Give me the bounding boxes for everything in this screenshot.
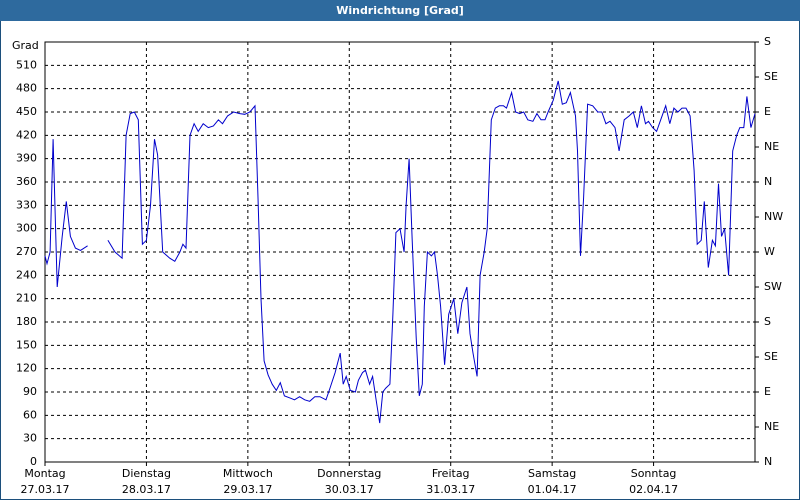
y-tick-label: 150 [16,338,37,351]
plot-frame [44,41,756,463]
y-tick-label: 300 [16,222,37,235]
y-tick-label: 120 [16,362,37,375]
y-tick-label: 420 [16,128,37,141]
y-tick-label: 210 [16,292,37,305]
y-tick-label: 30 [23,432,37,445]
y2-tick-label: NE [764,140,779,153]
y-tick-label: 180 [16,315,37,328]
y-tick-label: 360 [16,175,37,188]
y2-tick-label: S [764,35,771,48]
y-tick-label: 90 [23,385,37,398]
x-tick-label: Samstag [528,467,576,480]
chart-title: Windrichtung [Grad] [336,4,464,17]
y-tick-label: 510 [16,58,37,71]
x-tick-date: 28.03.17 [122,483,171,496]
y-tick-label: 60 [23,408,37,421]
y2-tick-label: SE [764,350,778,363]
y2-tick-label: SE [764,70,778,83]
x-tick-date: 30.03.17 [325,483,374,496]
y-tick-label: 390 [16,152,37,165]
x-tick-label: Dienstag [122,467,171,480]
y2-tick-label: E [764,385,771,398]
x-tick-label: Freitag [432,467,470,480]
y-tick-label: 240 [16,268,37,281]
x-tick-date: 01.04.17 [528,483,577,496]
title-bar [0,0,800,21]
y-tick-label: 480 [16,82,37,95]
x-tick-date: 02.04.17 [629,483,678,496]
y2-tick-label: E [764,105,771,118]
data-line [44,80,756,424]
x-tick-label: Montag [24,467,65,480]
y2-tick-label: N [764,455,772,468]
y2-tick-label: NW [764,210,783,223]
x-tick-label: Donnerstag [317,467,381,480]
y-tick-label: 450 [16,105,37,118]
x-tick-date: 29.03.17 [223,483,272,496]
y-axis-label: Grad [12,39,39,52]
y2-tick-label: W [764,245,775,258]
y2-tick-label: NE [764,420,779,433]
x-tick-date: 31.03.17 [426,483,475,496]
y2-tick-label: S [764,315,771,328]
y-tick-label: 330 [16,198,37,211]
x-tick-label: Sonntag [631,467,677,480]
x-tick-label: Mittwoch [223,467,273,480]
x-tick-date: 27.03.17 [21,483,70,496]
y-tick-label: 270 [16,245,37,258]
y2-tick-label: SW [764,280,782,293]
y2-tick-label: N [764,175,772,188]
y-tick-label: 0 [30,455,37,468]
